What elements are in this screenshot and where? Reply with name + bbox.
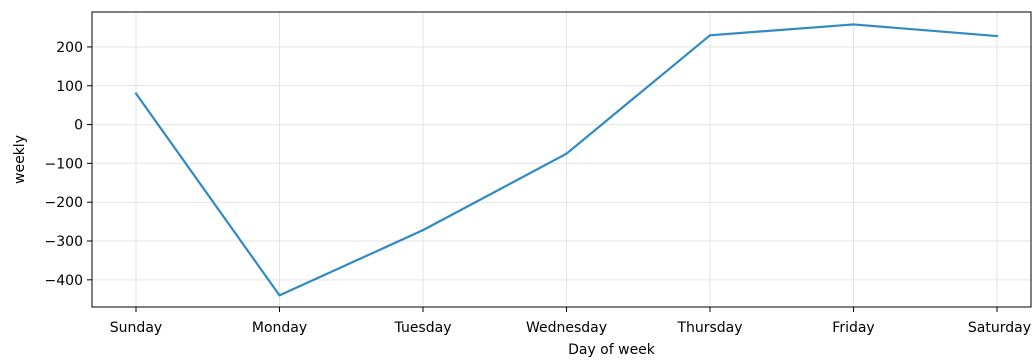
x-tick-label: Wednesday — [526, 320, 607, 336]
x-axis-ticks: Sunday Monday Tuesday Wednesday Thursday Frid… — [110, 307, 1031, 336]
x-axis-label: Day of week — [568, 342, 656, 358]
series-layer — [134, 23, 999, 297]
y-tick-label: 100 — [56, 79, 83, 95]
data-point — [995, 34, 999, 38]
x-tick-label: Saturday — [968, 320, 1031, 336]
y-tick-label: −400 — [45, 273, 83, 289]
x-tick-label: Thursday — [676, 320, 742, 336]
grid — [92, 12, 1031, 307]
data-point — [278, 294, 281, 297]
data-point — [708, 34, 712, 37]
data-point — [134, 92, 138, 95]
x-tick-label: Sunday — [110, 320, 162, 336]
plot-frame — [91, 11, 1032, 308]
x-tick-label: Monday — [252, 320, 307, 336]
y-tick-label: 0 — [74, 118, 83, 134]
y-tick-label: −200 — [45, 195, 83, 211]
y-axis-label: weekly — [12, 135, 28, 184]
y-tick-label: 200 — [56, 40, 83, 56]
x-tick-label: Friday — [832, 320, 874, 336]
data-point — [421, 229, 425, 232]
data-point — [565, 152, 568, 155]
x-tick-label: Tuesday — [394, 320, 452, 336]
y-tick-label: −100 — [45, 156, 83, 172]
data-point — [852, 23, 855, 26]
y-axis-ticks: −400 −300 −200 −100 0 100 200 — [45, 40, 92, 289]
y-tick-label: −300 — [45, 234, 83, 250]
